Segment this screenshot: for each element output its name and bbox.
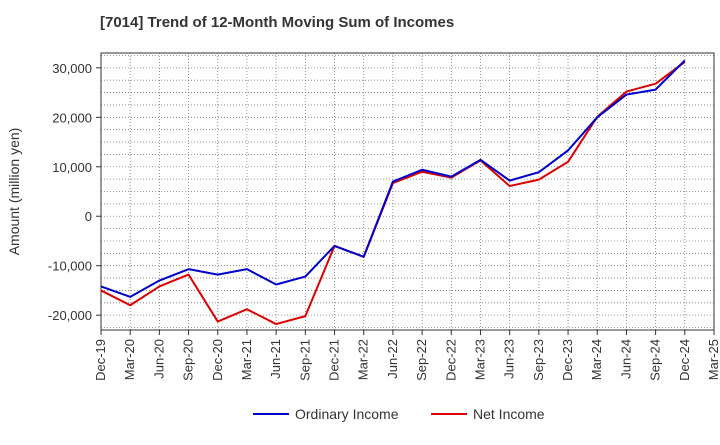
- x-tick-label: Jun-24: [618, 339, 633, 379]
- x-tick-label: Sep-23: [531, 339, 546, 381]
- x-tick-label: Sep-20: [181, 339, 196, 381]
- y-tick-label: 0: [85, 209, 92, 224]
- x-tick-label: Mar-22: [356, 339, 371, 380]
- y-axis-label: Amount (million yen): [6, 128, 22, 256]
- x-tick-label: Sep-21: [297, 339, 312, 381]
- chart-title: [7014] Trend of 12-Month Moving Sum of I…: [100, 14, 455, 31]
- legend-label: Ordinary Income: [295, 406, 399, 422]
- x-tick-label: Dec-21: [327, 339, 342, 381]
- x-tick-label: Mar-20: [122, 339, 137, 380]
- x-tick-label: Jun-20: [151, 339, 166, 379]
- x-axis-ticks: Dec-19 Mar-20 Jun-20 Sep-20 Dec-20 Mar-21 Jun-…: [93, 330, 720, 381]
- plot-area-frame: [100, 52, 715, 331]
- x-tick-label: Mar-24: [589, 339, 604, 380]
- x-tick-label: Sep-24: [648, 339, 663, 381]
- x-tick-label: Dec-19: [93, 339, 108, 381]
- y-tick-label: 30,000: [52, 61, 92, 76]
- x-tick-label: Sep-22: [414, 339, 429, 381]
- y-axis-ticks: -20,000 -10,000 0 10,000 20,000 30,000: [48, 61, 101, 323]
- y-tick-label: -20,000: [48, 308, 92, 323]
- legend: Ordinary Income Net Income: [253, 406, 545, 422]
- x-tick-label: Dec-23: [560, 339, 575, 381]
- grid-lines: [100, 53, 715, 330]
- x-tick-label: Dec-22: [443, 339, 458, 381]
- x-tick-label: Jun-22: [385, 339, 400, 379]
- x-tick-label: Dec-24: [677, 339, 692, 381]
- series-lines: [100, 59, 686, 326]
- y-tick-label: 10,000: [52, 160, 92, 175]
- x-tick-label: Mar-25: [706, 339, 720, 380]
- legend-label: Net Income: [473, 406, 545, 422]
- x-tick-label: Mar-21: [239, 339, 254, 380]
- x-tick-label: Jun-23: [502, 339, 517, 379]
- y-tick-label: 20,000: [52, 110, 92, 125]
- series-line: [100, 59, 686, 298]
- x-tick-label: Jun-21: [268, 339, 283, 379]
- x-tick-label: Dec-20: [210, 339, 225, 381]
- y-tick-label: -10,000: [48, 259, 92, 274]
- x-tick-label: Mar-23: [472, 339, 487, 380]
